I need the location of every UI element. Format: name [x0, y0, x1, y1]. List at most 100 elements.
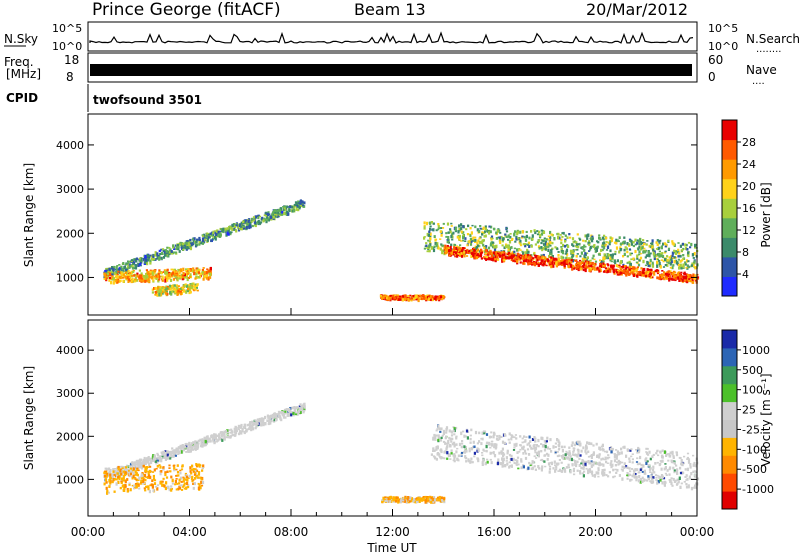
power-data-cell [458, 234, 461, 238]
power-data-cell [664, 272, 668, 275]
power-data-cell [155, 276, 158, 280]
vel-data-cell [159, 470, 162, 473]
power-data-cell [296, 206, 299, 208]
power-data-cell [132, 261, 135, 265]
vel-data-cell [132, 469, 135, 472]
power-data-cell [524, 251, 527, 254]
power-data-cell [179, 291, 182, 296]
power-data-cell [251, 224, 254, 228]
power-data-cell [582, 265, 585, 268]
power-data-cell [460, 247, 463, 250]
vel-data-cell [127, 468, 130, 471]
vel-data-cell [435, 498, 438, 501]
power-data-cell [605, 249, 609, 251]
vel-data-cell [649, 457, 652, 461]
power-data-cell [161, 248, 165, 250]
power-data-cell [110, 267, 114, 270]
vel-data-cell [299, 403, 302, 406]
vel-data-cell [137, 483, 140, 487]
power-data-cell [691, 253, 694, 257]
vel-data-cell [629, 449, 632, 452]
power-data-cell [575, 243, 579, 246]
velocity-heatmap [103, 402, 700, 504]
vel-data-cell [124, 471, 127, 474]
power-data-cell [531, 262, 534, 265]
power-data-cell [449, 249, 452, 252]
power-data-cell [476, 248, 480, 252]
power-data-cell [429, 232, 432, 236]
power-data-cell [189, 285, 192, 288]
power-data-cell [187, 284, 191, 286]
power-data-cell [455, 226, 458, 229]
power-data-cell [257, 219, 260, 224]
power-data-cell [201, 234, 204, 237]
power-data-cell [140, 261, 143, 264]
vel-data-cell [460, 454, 463, 457]
power-data-cell [581, 257, 584, 261]
power-data-cell [182, 267, 185, 272]
vel-data-cell [248, 427, 251, 431]
vel-data-cell [191, 479, 194, 483]
power-data-cell [294, 206, 297, 208]
vel-data-cell [143, 460, 146, 463]
vel-data-cell [298, 405, 301, 408]
power-data-cell [190, 242, 193, 246]
power-data-cell [498, 229, 501, 232]
power-data-cell [682, 247, 685, 250]
power-data-cell [584, 268, 587, 273]
power-data-cell [104, 269, 107, 272]
power-data-cell [509, 256, 512, 259]
power-data-cell [173, 268, 177, 271]
power-data-cell [454, 227, 457, 232]
power-data-cell [495, 231, 498, 235]
vel-data-cell [226, 436, 229, 438]
power-data-cell [107, 274, 110, 277]
vel-data-cell [162, 467, 165, 470]
power-data-cell [642, 239, 645, 242]
power-data-cell [490, 252, 493, 255]
power-data-cell [106, 272, 109, 276]
vel-data-cell [117, 465, 120, 469]
y-tick-label: 3000 [56, 183, 84, 196]
vel-data-cell [273, 412, 277, 416]
vel-data-cell [136, 478, 140, 481]
power-data-cell [161, 291, 164, 295]
power-data-cell [435, 243, 438, 247]
vel-data-cell [216, 435, 219, 437]
vel-data-cell [237, 426, 240, 430]
vel-data-cell [581, 461, 584, 464]
vel-data-cell [152, 477, 156, 481]
power-data-cell [460, 223, 463, 227]
vel-data-cell [494, 446, 497, 450]
power-data-cell [200, 272, 203, 275]
vel-data-cell [204, 437, 207, 441]
power-data-cell [636, 257, 639, 260]
power-data-cell [541, 247, 544, 252]
power-data-cell [648, 275, 651, 278]
power-data-cell [551, 234, 554, 237]
power-data-cell [563, 266, 566, 269]
freq-tick-bottom: 8 [66, 70, 74, 84]
power-data-cell [169, 285, 172, 290]
power-data-cell [570, 264, 573, 268]
power-data-cell [119, 279, 122, 282]
vel-data-cell [224, 430, 228, 433]
power-data-cell [591, 237, 594, 240]
vel-data-cell [510, 464, 513, 468]
vel-data-cell [687, 486, 690, 489]
power-data-cell [468, 240, 471, 244]
vel-data-cell [168, 455, 171, 458]
vel-data-cell [582, 467, 585, 470]
power-data-cell [603, 263, 606, 268]
power-data-cell [222, 230, 225, 234]
vel-data-cell [131, 466, 134, 469]
vel-data-cell [635, 449, 638, 451]
power-data-cell [538, 256, 541, 259]
power-data-cell [455, 245, 458, 248]
vel-data-cell [157, 456, 160, 460]
power-data-cell [584, 258, 587, 261]
power-data-cell [567, 264, 570, 268]
power-data-cell [560, 241, 563, 245]
power-data-cell [662, 266, 666, 268]
power-data-cell [209, 273, 212, 277]
